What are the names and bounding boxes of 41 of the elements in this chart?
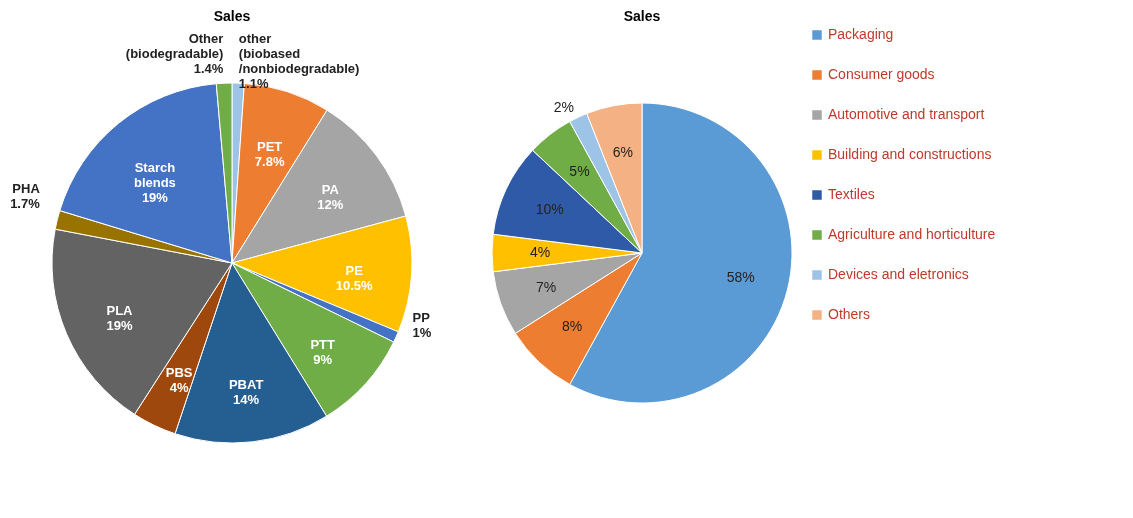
slice-label: PA [321, 181, 340, 197]
data-label: 4% [529, 244, 551, 260]
data-label: 58% [726, 269, 755, 286]
legend-label: Consumer goods [828, 66, 935, 82]
data-label: 9% [313, 352, 333, 368]
data-label: 19% [141, 189, 169, 205]
data-label: 6% [612, 143, 633, 160]
data-label: 4% [169, 380, 189, 396]
legend-label: Building and constructions [828, 146, 992, 162]
slice-label: PLA [106, 303, 134, 319]
legend-label: Packaging [828, 26, 894, 42]
slice-label: other (biobased/nonbiodegradable) [238, 31, 360, 77]
slice-label: PBAT [228, 376, 264, 392]
slice-label: PBS [165, 365, 193, 381]
slice-label: Other (biodegradable) [125, 31, 224, 62]
data-label: 10% [535, 200, 564, 217]
legend-label: Others [828, 306, 871, 322]
data-label: 1% [412, 325, 432, 341]
data-label: 1.7% [10, 196, 41, 212]
data-label: 7.8% [254, 153, 285, 169]
data-label: 7% [535, 278, 557, 295]
legend-label: Automotive and transport [828, 106, 985, 122]
legend-label: Textiles [828, 186, 875, 202]
data-label: 19% [106, 318, 133, 334]
data-label: 10.5% [335, 277, 374, 293]
slice-label: PHA [12, 181, 41, 197]
data-label: 5% [569, 163, 590, 180]
data-label: 12% [317, 196, 344, 212]
slice-label: Starch blends [133, 159, 176, 190]
data-label: 1.4% [193, 61, 224, 77]
slice-label: PP [412, 310, 431, 326]
data-label: 8% [562, 318, 583, 335]
slice-label: PET [256, 138, 283, 154]
data-label: 2% [553, 99, 574, 116]
slice-label: PE [345, 262, 364, 278]
legend-label: Agriculture and horticulture [828, 226, 996, 242]
slice-label: PTT [310, 337, 336, 353]
legend-label: Devices and eletronics [828, 266, 969, 282]
chart-title: Sales [623, 8, 661, 24]
data-label: 14% [233, 391, 260, 407]
chart-title: Sales [213, 8, 251, 24]
